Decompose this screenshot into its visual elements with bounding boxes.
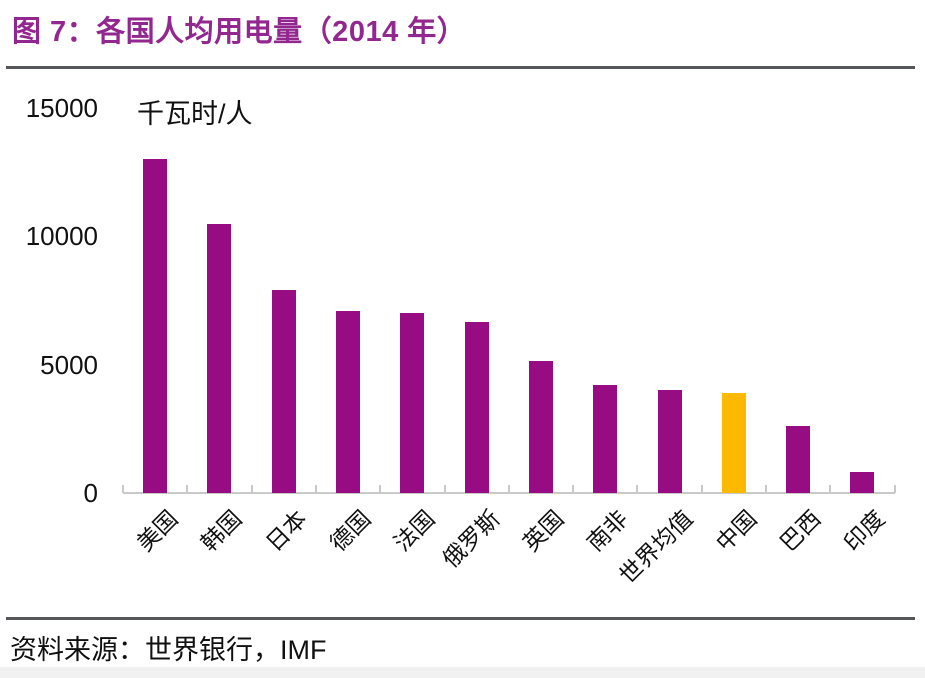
x-axis-label: 德国 xyxy=(324,505,376,557)
bar-世界均值 xyxy=(657,390,682,493)
x-axis-tick xyxy=(893,485,896,493)
x-axis-label: 日本 xyxy=(260,505,312,557)
x-axis-tick xyxy=(829,485,832,493)
x-axis-label: 巴西 xyxy=(774,505,826,557)
x-axis-tick xyxy=(636,485,639,493)
footer-divider xyxy=(6,617,915,620)
x-axis-label: 英国 xyxy=(517,505,569,557)
x-axis-label: 印度 xyxy=(839,505,891,557)
bar-巴西 xyxy=(786,426,811,493)
y-axis-tick-label: 0 xyxy=(83,478,98,508)
figure-title: 图 7：各国人均用电量（2014 年） xyxy=(12,16,467,48)
x-axis-tick xyxy=(250,485,253,493)
x-axis-label: 中国 xyxy=(710,505,762,557)
x-axis-tick xyxy=(507,485,510,493)
bar-英国 xyxy=(528,360,553,493)
bar-日本 xyxy=(271,290,296,493)
x-axis-label: 美国 xyxy=(131,505,183,557)
bar-美国 xyxy=(143,159,168,493)
x-axis-tick xyxy=(443,485,446,493)
bar-俄罗斯 xyxy=(464,322,489,493)
y-axis-tick-label: 10000 xyxy=(25,221,98,252)
y-axis-tick-label: 5000 xyxy=(40,349,98,380)
source-note: 资料来源：世界银行，IMF xyxy=(10,635,327,665)
bar-印度 xyxy=(850,472,875,493)
bar-中国 xyxy=(721,392,746,493)
x-axis-tick xyxy=(700,485,703,493)
x-axis-tick xyxy=(572,485,575,493)
x-axis-label: 俄罗斯 xyxy=(437,505,505,573)
x-axis-line xyxy=(123,492,895,494)
bar-南非 xyxy=(593,385,618,493)
x-axis-tick xyxy=(379,485,382,493)
x-axis-label: 韩国 xyxy=(196,505,248,557)
bar-韩国 xyxy=(207,223,232,493)
x-axis-tick xyxy=(314,485,317,493)
y-axis-unit-label: 千瓦时/人 xyxy=(137,99,253,129)
bar-法国 xyxy=(400,313,425,493)
bar-德国 xyxy=(336,310,361,493)
bottom-strip xyxy=(0,667,925,678)
y-axis-tick-label: 15000 xyxy=(25,93,98,123)
x-axis-tick xyxy=(765,485,767,493)
x-axis-tick xyxy=(122,485,124,493)
x-axis-tick xyxy=(186,485,189,493)
title-divider xyxy=(6,66,915,69)
